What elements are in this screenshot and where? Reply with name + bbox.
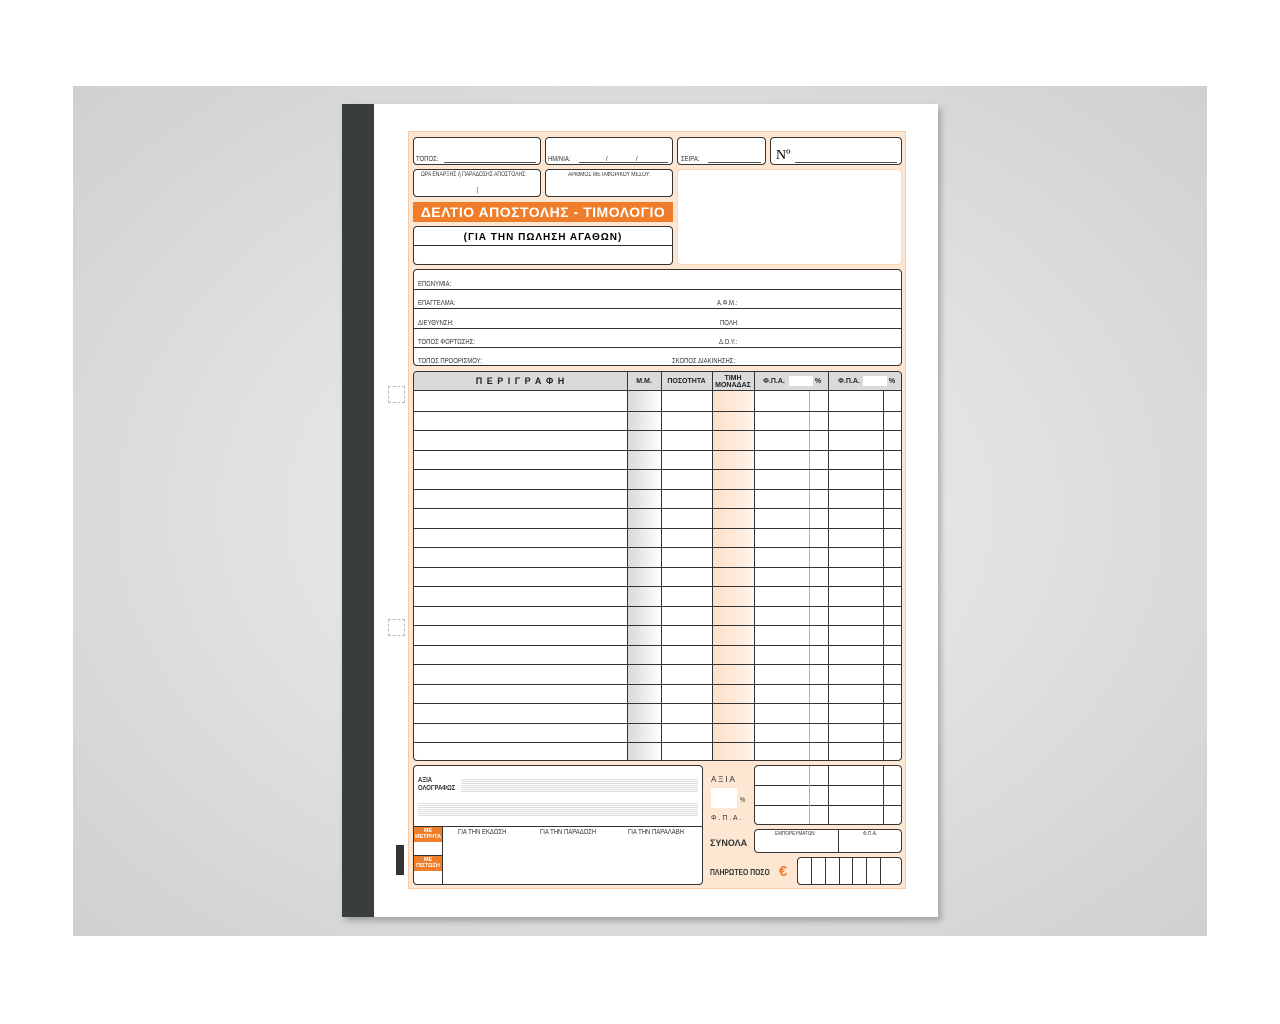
table-row-line: [414, 566, 901, 568]
document-title: ΔΕΛΤΙΟ ΑΠΟΣΤΟΛΗΣ - ΤΙΜΟΛΟΓΙΟ: [413, 202, 673, 222]
table-row-line: [414, 722, 901, 724]
brand-logo: [396, 845, 404, 875]
table-row-line: [414, 527, 901, 529]
subtitle-box: (ΓΙΑ ΤΗΝ ΠΩΛΗΣΗ ΑΓΑΘΩΝ): [413, 226, 673, 265]
receipt-signature-label: ΓΙΑ ΤΗΝ ΠΑΡΑΛΑΒΗ: [628, 829, 684, 836]
address-label: ΔΙΕΥΘΥΝΣΗ:: [418, 320, 454, 327]
table-header: [414, 372, 901, 391]
table-row-line: [414, 742, 901, 743]
date-field[interactable]: ΗΜ/ΝΙΑ: / /: [545, 137, 673, 165]
table-row-line: [414, 625, 901, 626]
destination-label: ΤΟΠΟΣ ΠΡΟΟΡΙΣΜΟΥ:: [418, 358, 482, 365]
number-field[interactable]: Nº: [770, 137, 902, 165]
col-unit-price: ΤΙΜΗ ΜΟΝΑΔΑΣ: [715, 374, 751, 389]
underline: [795, 162, 897, 163]
payable-label: ΠΛΗΡΩΤΕΟ ΠΟΣΟ: [710, 868, 770, 877]
afm-label: Α.Φ.Μ.:: [717, 300, 738, 307]
credit-payment-label: ΜΕ ΠΙΣΤΩΣΗ: [414, 856, 442, 871]
col-quantity: ΠΟΣΟΤΗΤΑ: [667, 378, 706, 385]
customer-details: ΕΠΩΝΥΜΙΑ: ΕΠΑΓΓΕΛΜΑ: Α.Φ.Μ.: ΔΙΕΥΘΥΝΣΗ: …: [413, 269, 902, 366]
amount-in-words-box: ΑΞΙΑ ΟΛΟΓΡΑΦΩΣ ΜΕ ΜΕΤΡΗΤΑ ΜΕ ΠΙΣΤΩΣΗ ΓΙΑ…: [413, 765, 703, 885]
vat2-rate-box[interactable]: [863, 376, 887, 386]
col-unit: Μ.Μ.: [636, 378, 652, 385]
col-vat2: Φ.Π.Α.: [838, 378, 860, 385]
issuer-stamp-area: [677, 169, 902, 265]
punch-mark: [388, 619, 405, 636]
loading-place-label: ΤΟΠΟΣ ΦΟΡΤΩΣΗΣ:: [418, 339, 476, 346]
customer-name-label: ΕΠΩΝΥΜΙΑ:: [418, 281, 452, 288]
start-time-label: ΩΡΑ ΕΝΑΡΞΗΣ ή ΠΑΡΑΔΟΣΗΣ ΑΠΟΣΤΟΛΗΣ:: [421, 172, 527, 178]
table-row-line: [414, 449, 901, 451]
table-row-line: [414, 508, 901, 509]
document-subtitle: (ΓΙΑ ΤΗΝ ΠΩΛΗΣΗ ΑΓΑΘΩΝ): [463, 232, 623, 243]
underline: [444, 162, 536, 163]
table-row-line: [414, 605, 901, 607]
axia-label: Α Ξ Ι Α: [711, 775, 735, 784]
issue-signature-label: ΓΙΑ ΤΗΝ ΕΚΔΟΣΗ: [458, 829, 507, 836]
table-row-line: [414, 430, 901, 431]
in-words-label: ΟΛΟΓΡΑΦΩΣ: [418, 785, 456, 792]
col-vat2-pct: %: [888, 378, 896, 385]
table-row-line: [414, 703, 901, 704]
profession-label: ΕΠΑΓΓΕΛΜΑ:: [418, 300, 456, 307]
place-label: ΤΟΠΟΣ:: [416, 156, 439, 163]
vat1-rate-box[interactable]: [789, 376, 813, 386]
date-label: ΗΜ/ΝΙΑ:: [548, 156, 571, 163]
table-row-line: [414, 547, 901, 548]
underline: [579, 162, 668, 163]
vehicle-field[interactable]: ΑΡΙΘΜΟΣ ΜΕΤΑΦΟΡΙΚΟΥ ΜΕΣΟΥ:: [545, 169, 673, 197]
totals-label: ΣΥΝΟΛΑ: [710, 838, 748, 848]
fpa-label: Φ . Π . Α .: [711, 815, 742, 822]
series-label: ΣΕΙΡΑ:: [681, 156, 700, 163]
goods-label: ΕΜΠΟΡΕΥΜΑΤΩΝ: [775, 831, 815, 837]
date-sep: /: [636, 156, 638, 163]
underline: [708, 162, 761, 163]
totals-grid: [754, 765, 902, 825]
date-sep: /: [606, 156, 608, 163]
start-time-field[interactable]: ΩΡΑ ΕΝΑΡΞΗΣ ή ΠΑΡΑΔΟΣΗΣ ΑΠΟΣΤΟΛΗΣ: |: [413, 169, 541, 197]
city-label: ΠΟΛΗ:: [720, 320, 739, 327]
table-row-line: [414, 664, 901, 665]
series-field[interactable]: ΣΕΙΡΑ:: [677, 137, 766, 165]
purpose-label: ΣΚΟΠΟΣ ΔΙΑΚΙΝΗΣΗΣ:: [672, 358, 736, 365]
vehicle-label: ΑΡΙΘΜΟΣ ΜΕΤΑΦΟΡΙΚΟΥ ΜΕΣΟΥ:: [568, 172, 651, 178]
value-label: ΑΞΙΑ: [418, 777, 433, 784]
col-description: Π Ε Ρ Ι Γ Ρ Α Φ Η: [475, 376, 566, 386]
vat-pct: %: [740, 797, 746, 804]
items-table: Π Ε Ρ Ι Γ Ρ Α Φ Η Μ.Μ. ΠΟΣΟΤΗΤΑ ΤΙΜΗ ΜΟΝ…: [413, 371, 902, 761]
unit-column-shade: [627, 391, 661, 760]
cash-payment-label: ΜΕ ΜΕΤΡΗΤΑ: [414, 827, 442, 842]
vat-rate-input[interactable]: [711, 788, 737, 808]
binding-spine: [342, 104, 374, 917]
table-row-line: [414, 683, 901, 685]
number-label: Nº: [776, 148, 791, 163]
in-words-line[interactable]: [461, 778, 698, 792]
in-words-line[interactable]: [418, 802, 698, 816]
totals-box: ΕΜΠΟΡΕΥΜΑΤΩΝ Φ.Π.Α.: [754, 829, 902, 853]
payable-amount-box[interactable]: [797, 857, 902, 885]
fpa-short-label: Φ.Π.Α.: [863, 831, 878, 837]
place-field[interactable]: ΤΟΠΟΣ:: [413, 137, 541, 165]
time-sep: |: [477, 187, 479, 194]
table-row-line: [414, 644, 901, 646]
delivery-signature-label: ΓΙΑ ΤΗΝ ΠΑΡΑΔΟΣΗ: [540, 829, 597, 836]
table-row-line: [414, 410, 901, 412]
euro-icon: €: [779, 863, 788, 880]
col-vat1-pct: %: [814, 378, 822, 385]
punch-mark: [388, 386, 405, 403]
divider: [414, 245, 672, 246]
doy-label: Δ.Ο.Υ.:: [719, 339, 738, 346]
price-column-shade: [712, 391, 754, 760]
table-row-line: [414, 488, 901, 490]
table-row-line: [414, 469, 901, 470]
table-row-line: [414, 586, 901, 587]
col-vat1: Φ.Π.Α.: [763, 378, 785, 385]
